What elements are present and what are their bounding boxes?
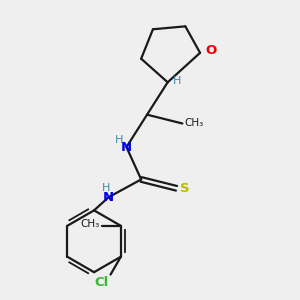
Text: N: N xyxy=(121,141,132,154)
Text: H: H xyxy=(102,183,110,193)
Text: Cl: Cl xyxy=(94,276,108,289)
Text: H: H xyxy=(173,76,181,86)
Text: N: N xyxy=(103,190,114,204)
Text: O: O xyxy=(206,44,217,57)
Text: H: H xyxy=(115,135,123,145)
Text: CH₃: CH₃ xyxy=(80,219,99,229)
Text: S: S xyxy=(180,182,190,195)
Text: CH₃: CH₃ xyxy=(184,118,204,128)
